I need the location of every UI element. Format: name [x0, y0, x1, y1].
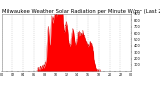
Text: Milwaukee Weather Solar Radiation per Minute W/m² (Last 24 Hours): Milwaukee Weather Solar Radiation per Mi… [2, 9, 160, 14]
